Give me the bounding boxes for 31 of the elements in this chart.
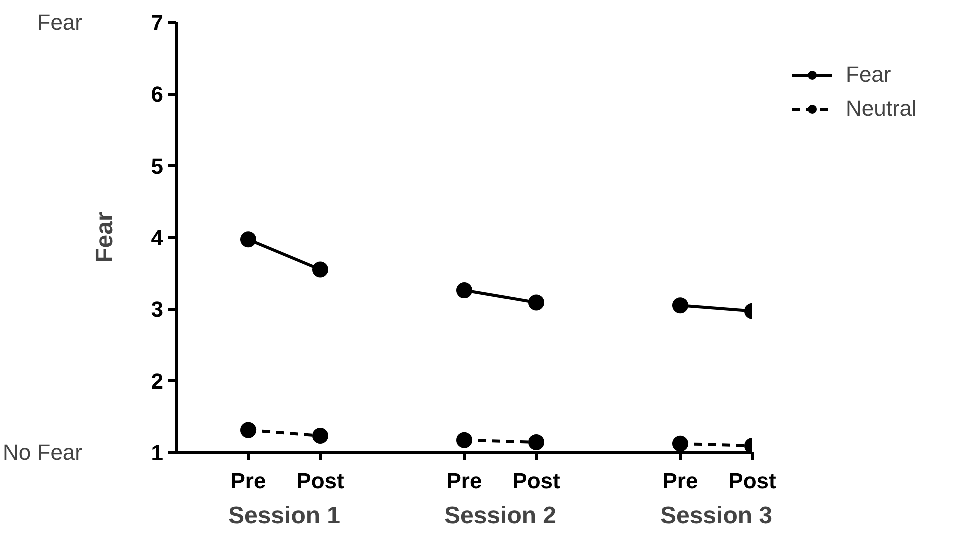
x-tick-label: Pre xyxy=(230,468,266,494)
point xyxy=(240,422,256,438)
y-tick-label: 3 xyxy=(151,297,164,322)
text: Fear xyxy=(37,10,83,35)
x-tick-label: Post xyxy=(512,468,562,494)
text: No Fear xyxy=(3,440,83,465)
point xyxy=(528,294,544,311)
y-tick-label: 5 xyxy=(151,154,164,179)
point xyxy=(672,436,688,452)
point xyxy=(528,434,544,450)
x-tick-label: Post xyxy=(728,468,778,494)
y-axis-title: Fear xyxy=(91,212,118,263)
text: Session 3 xyxy=(660,502,773,530)
y-tick-label: 6 xyxy=(151,82,164,108)
point xyxy=(240,232,256,248)
text: Session 2 xyxy=(444,502,557,530)
x-tick-label: Post xyxy=(296,468,346,494)
legend-label: Fear xyxy=(846,62,892,88)
y-tick-label: 2 xyxy=(151,368,164,394)
point xyxy=(456,282,472,299)
y-tick-label: 4 xyxy=(151,226,164,250)
y-tick-label: 1 xyxy=(151,440,164,466)
point xyxy=(456,432,472,448)
x-tick-label: Pre xyxy=(446,468,482,494)
point xyxy=(312,428,328,444)
y-tick-label: 7 xyxy=(151,10,164,36)
x-tick-label: Pre xyxy=(662,468,698,494)
point xyxy=(672,298,688,314)
text: Session 1 xyxy=(228,502,341,530)
legend-label: Neutral xyxy=(846,96,917,122)
point xyxy=(312,262,328,278)
